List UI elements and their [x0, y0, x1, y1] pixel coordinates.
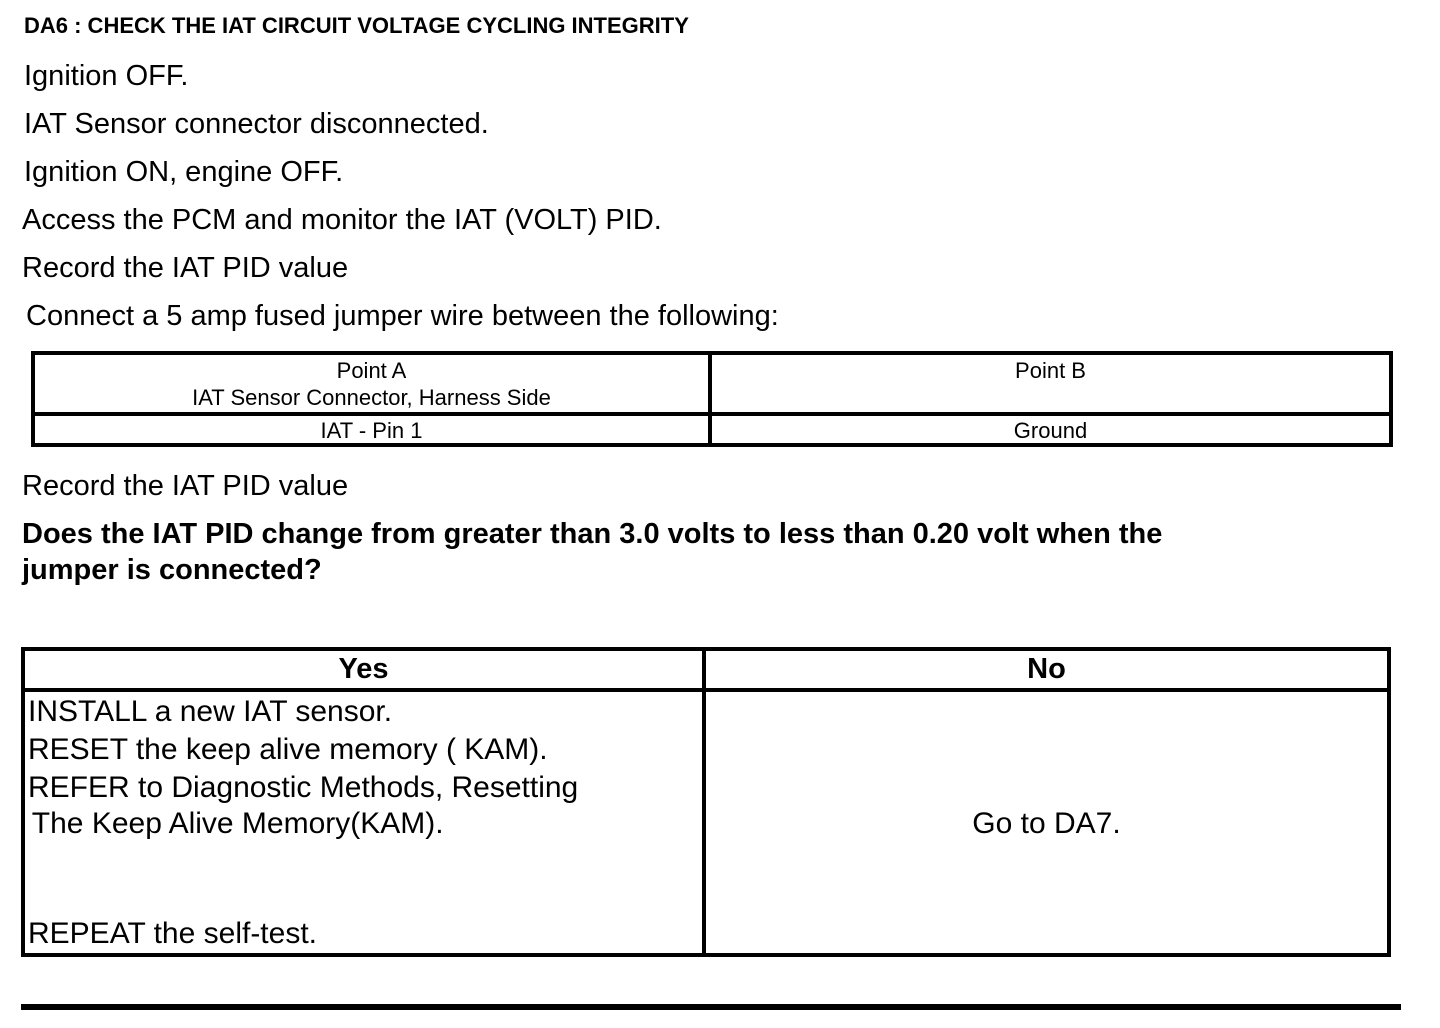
yes-line: The Keep Alive Memory(KAM). [24, 807, 444, 840]
question-line-1: Does the IAT PID change from greater tha… [22, 518, 1163, 550]
point-b-value: Ground [1013, 418, 1088, 443]
yes-header: Yes [338, 653, 389, 685]
step-4: Access the PCM and monitor the IAT (VOLT… [22, 204, 662, 236]
step-2: IAT Sensor connector disconnected. [24, 108, 489, 140]
bottom-rule [21, 1004, 1401, 1010]
no-text: Go to DA7. [972, 807, 1121, 840]
yes-line: RESET the keep alive memory ( KAM). [28, 733, 548, 766]
step-5: Record the IAT PID value [22, 252, 349, 284]
step-6: Connect a 5 amp fused jumper wire betwee… [26, 300, 779, 332]
yes-line: REPEAT the self-test. [28, 917, 317, 950]
step-1: Ignition OFF. [24, 60, 189, 92]
question-line-2: jumper is connected? [22, 554, 322, 586]
point-a-value: IAT - Pin 1 [320, 418, 423, 443]
record-step: Record the IAT PID value [22, 470, 349, 502]
yes-line: REFER to Diagnostic Methods, Resetting [28, 771, 579, 804]
page-title: DA6 : CHECK THE IAT CIRCUIT VOLTAGE CYCL… [24, 13, 689, 38]
point-b-header: Point B [1015, 358, 1086, 383]
point-a-header: Point A IAT Sensor Connector, Harness Si… [192, 358, 551, 410]
step-3: Ignition ON, engine OFF. [24, 156, 344, 188]
no-header: No [1027, 653, 1066, 685]
yes-line: INSTALL a new IAT sensor. [28, 695, 393, 728]
